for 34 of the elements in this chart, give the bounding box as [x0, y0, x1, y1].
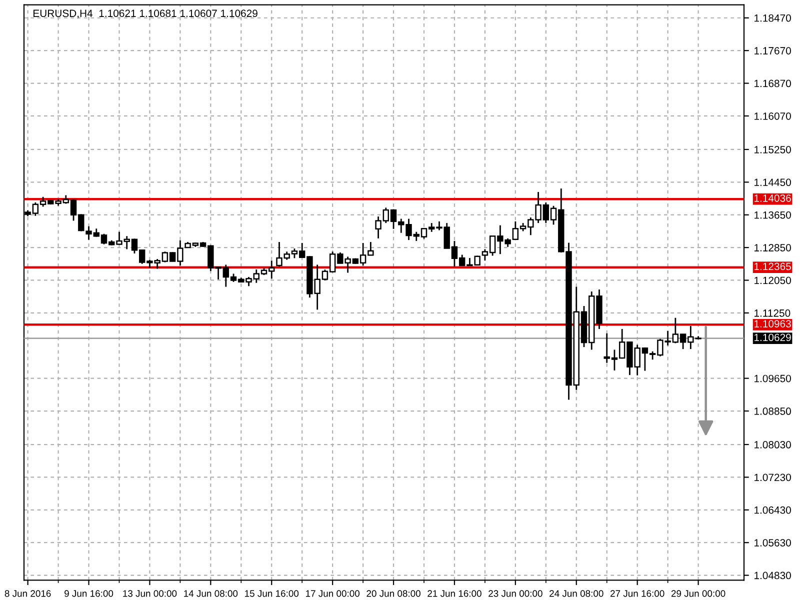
x-tick-label: 8 Jun 2016 [4, 590, 51, 597]
y-tick-label: 1.15250 [754, 146, 791, 154]
x-tick-label: 24 Jun 08:00 [550, 590, 604, 597]
y-tick-label: 1.16070 [754, 112, 791, 120]
y-tick-label: 1.16870 [754, 80, 791, 88]
y-tick-label: 1.18470 [754, 14, 791, 22]
x-tick-label: 17 Jun 00:00 [306, 590, 360, 597]
y-tick-label: 1.07230 [754, 474, 791, 482]
ref-line-label: 1.10963 [754, 320, 791, 328]
x-tick-label: 13 Jun 00:00 [123, 590, 177, 597]
y-tick-label: 1.05630 [754, 539, 791, 546]
x-tick-label: 21 Jun 16:00 [428, 590, 482, 597]
x-tick-label: 20 Jun 08:00 [366, 590, 420, 597]
ref-line-label: 1.14036 [754, 194, 791, 202]
x-tick-label: 14 Jun 08:00 [184, 590, 238, 597]
x-tick-label: 29 Jun 00:00 [671, 590, 726, 597]
y-tick-label: 1.13650 [754, 211, 791, 219]
x-tick-label: 23 Jun 00:00 [488, 590, 542, 597]
chart-title: EURUSD,H4 1.10621 1.10681 1.10607 1.10629 [33, 10, 258, 18]
ref-line-label: 1.12365 [754, 262, 791, 270]
y-tick-label: 1.04830 [754, 572, 791, 580]
y-tick-label: 1.08850 [754, 408, 791, 415]
y-tick-label: 1.17670 [754, 47, 791, 54]
ref-line-label: 1.10629 [754, 334, 791, 342]
y-tick-label: 1.06430 [754, 506, 791, 514]
y-tick-label: 1.08030 [754, 441, 791, 448]
y-tick-label: 1.14450 [754, 178, 791, 186]
x-tick-label: 27 Jun 16:00 [610, 590, 664, 597]
y-tick-label: 1.11250 [754, 309, 790, 317]
y-tick-label: 1.09650 [754, 374, 791, 382]
y-tick-label: 1.12050 [754, 276, 791, 284]
x-tick-label: 15 Jun 16:00 [245, 590, 299, 597]
x-tick-label: 9 Jun 16:00 [64, 590, 114, 597]
y-tick-label: 1.12850 [754, 244, 791, 252]
